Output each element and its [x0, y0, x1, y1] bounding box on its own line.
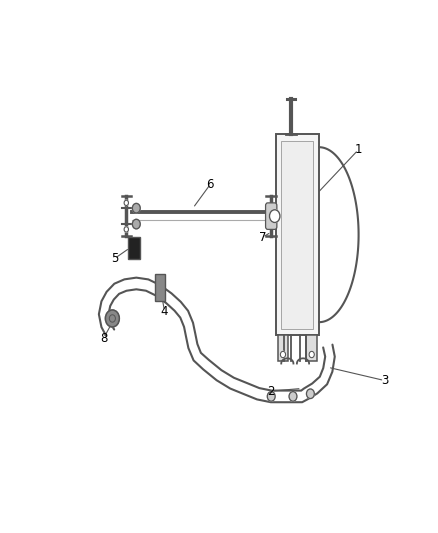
FancyBboxPatch shape	[265, 203, 277, 229]
Circle shape	[124, 200, 128, 206]
Text: 1: 1	[354, 143, 362, 156]
Circle shape	[124, 227, 128, 232]
Circle shape	[132, 204, 140, 213]
Text: 6: 6	[207, 178, 214, 191]
Bar	[128, 237, 140, 259]
Text: 7: 7	[259, 231, 266, 244]
Circle shape	[280, 351, 286, 358]
Bar	[278, 335, 288, 361]
Text: 8: 8	[100, 332, 107, 344]
Bar	[276, 134, 319, 335]
Text: 3: 3	[381, 374, 388, 387]
Circle shape	[289, 392, 297, 401]
Circle shape	[307, 389, 314, 399]
Text: 2: 2	[268, 385, 275, 398]
Circle shape	[106, 310, 119, 327]
Bar	[155, 274, 166, 301]
Circle shape	[269, 210, 280, 222]
Bar	[307, 335, 317, 361]
Circle shape	[132, 219, 140, 229]
Circle shape	[309, 351, 314, 358]
Text: 5: 5	[111, 252, 118, 265]
Circle shape	[267, 392, 275, 401]
Text: 4: 4	[161, 305, 168, 318]
Bar	[281, 141, 314, 328]
